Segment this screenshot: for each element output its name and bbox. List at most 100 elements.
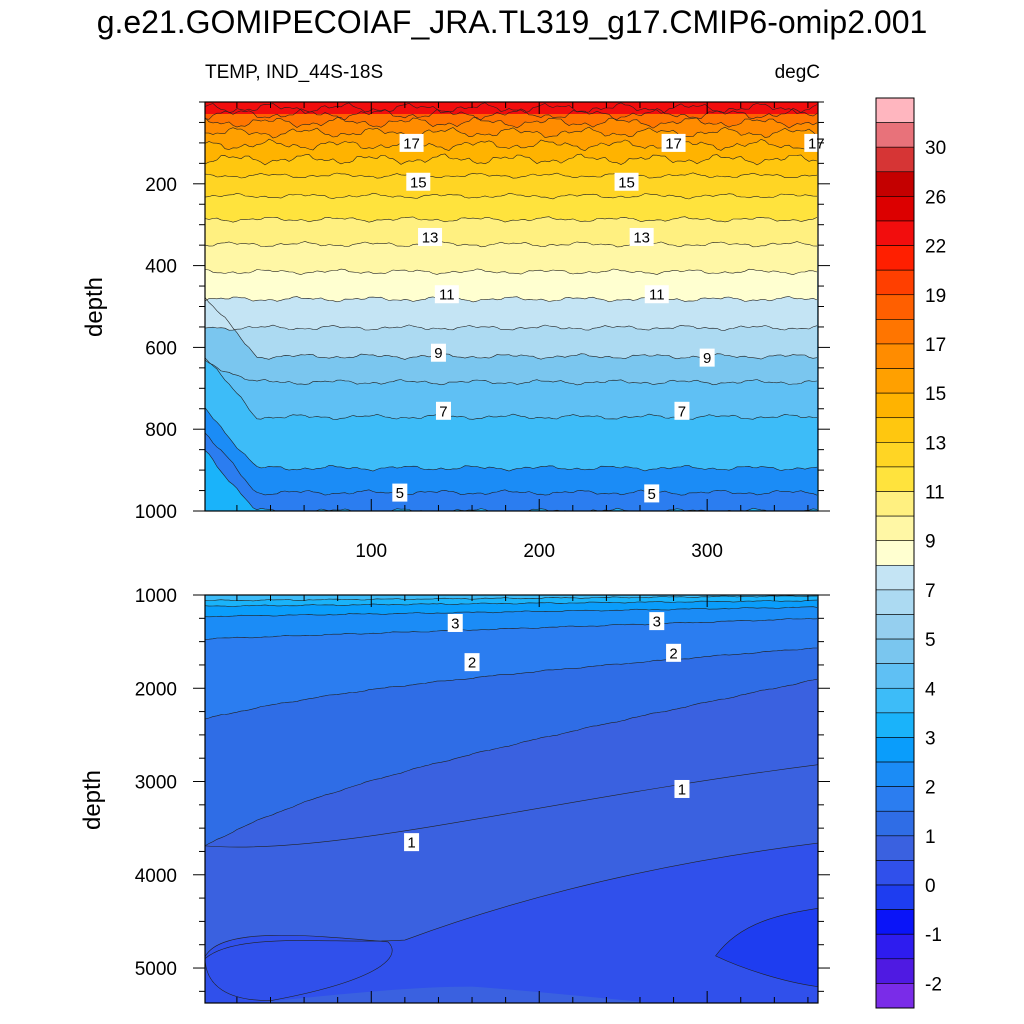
upper-contour-line-11 <box>205 296 818 303</box>
upper-contour-line-7 <box>205 357 818 420</box>
lower-contour-line-4 <box>205 595 818 602</box>
upper-contour-label-2: 17 <box>808 135 825 152</box>
colorbar-box-0 <box>875 97 915 123</box>
upper-contour-label-6-box <box>629 227 654 246</box>
colorbar-box-3 <box>875 171 915 197</box>
upper-contour-label-10: 9 <box>703 350 711 367</box>
upper-y-tick-label-4: 1000 <box>135 502 177 523</box>
colorbar-box-23 <box>875 663 915 689</box>
lower-contour-line-2 <box>205 647 817 720</box>
lower-band-deep-left <box>205 986 818 1003</box>
colorbar-label-13: 2 <box>925 778 936 799</box>
upper-contour-label-4: 15 <box>618 174 635 191</box>
colorbar-box-5 <box>875 220 915 246</box>
colorbar-box-35 <box>875 958 915 984</box>
lower-contour-line-3 <box>205 606 818 618</box>
upper-panel-contour-lines <box>205 102 818 511</box>
upper-contour-line-21 <box>205 108 818 121</box>
upper-contour-label-5: 13 <box>422 229 439 246</box>
colorbar-box-4 <box>875 196 915 222</box>
upper-y-axis-label: depth <box>81 277 108 337</box>
upper-contour-line-16 <box>205 172 818 179</box>
upper-contour-line-19 <box>205 126 818 139</box>
upper-contour-line-5 <box>205 432 818 496</box>
colorbar-box-34 <box>875 933 915 960</box>
colorbar-label-17: -2 <box>925 974 942 995</box>
upper-contour-label-7: 11 <box>439 287 455 304</box>
lower-contour-label-5-box <box>674 779 690 798</box>
colorbar-label-1: 26 <box>925 187 946 208</box>
colorbar-box-2 <box>875 146 915 173</box>
colorbar-label-15: 0 <box>925 876 936 897</box>
colorbar-box-22 <box>875 638 915 664</box>
lower-contour-label-0: 3 <box>451 615 459 632</box>
colorbar-label-4: 17 <box>925 335 946 356</box>
upper-contour-line-6 <box>205 407 818 472</box>
upper-contour-label-3: 15 <box>410 174 427 191</box>
upper-x-tick-label-2: 300 <box>691 541 723 562</box>
upper-contour-label-14-box <box>644 484 660 503</box>
colorbar-label-6: 13 <box>925 433 946 454</box>
lower-contour-line-1.5 <box>205 678 818 847</box>
colorbar-label-3: 19 <box>925 286 946 307</box>
lower-deep-pool-right <box>715 908 818 987</box>
lower-contour-label-3-box <box>666 643 682 662</box>
colorbar-box-28 <box>875 786 915 812</box>
upper-panel-filled-contours <box>205 102 818 511</box>
colorbar-box-30 <box>875 835 915 861</box>
upper-contour-label-14: 5 <box>648 486 656 503</box>
colorbar: 30 26 22 19 17 15 13 11 9 7 5 4 3 2 1 0 -1 -2 <box>875 97 946 1009</box>
colorbar-box-27 <box>875 761 915 787</box>
upper-x-tick-label-1: 200 <box>523 541 555 562</box>
upper-contour-label-0-box <box>399 133 424 152</box>
colorbar-box-10 <box>875 343 915 369</box>
lower-contour-label-1: 3 <box>653 614 661 631</box>
colorbar-frame <box>875 97 915 1009</box>
upper-contour-label-8-box <box>644 285 669 304</box>
colorbar-box-11 <box>875 368 915 394</box>
colorbar-box-25 <box>875 712 915 738</box>
upper-contour-line-15 <box>205 192 818 200</box>
upper-contour-label-8: 11 <box>649 287 665 304</box>
upper-surface-band <box>205 102 818 114</box>
lower-y-tick-label-0: 1000 <box>135 586 177 607</box>
colorbar-box-21 <box>875 614 915 640</box>
lower-contour-label-4: 1 <box>407 835 415 852</box>
upper-contour-line-18 <box>205 138 818 152</box>
upper-contour-label-9-box <box>430 343 446 362</box>
upper-y-tick-label-1: 400 <box>145 257 177 278</box>
upper-y-tick-label-3: 800 <box>145 420 177 441</box>
colorbar-box-8 <box>875 294 915 320</box>
colorbar-label-0: 30 <box>925 138 946 159</box>
lower-contour-line-deep-3 <box>715 908 818 987</box>
colorbar-label-5: 15 <box>925 384 946 405</box>
colorbar-label-11: 4 <box>925 679 936 700</box>
upper-contour-line-17 <box>205 153 818 166</box>
upper-contour-label-13: 5 <box>396 485 404 502</box>
lower-deep-pool-left <box>205 935 393 1001</box>
upper-x-tick-label-0: 100 <box>355 541 387 562</box>
upper-contour-label-9: 9 <box>434 345 442 362</box>
variable-region-label: TEMP, IND_44S-18S <box>205 62 384 83</box>
colorbar-box-13 <box>875 417 915 443</box>
lower-y-axis-label: depth <box>79 770 106 830</box>
lower-contour-line-3.5 <box>205 599 818 607</box>
lower-contour-label-3: 2 <box>669 645 677 662</box>
upper-contour-label-1: 17 <box>665 135 682 152</box>
colorbar-box-9 <box>875 319 915 345</box>
colorbar-label-8: 9 <box>925 532 936 553</box>
upper-contour-label-11-box <box>435 401 451 420</box>
upper-contour-label-1-box <box>661 133 686 152</box>
colorbar-box-17 <box>875 515 915 542</box>
upper-contour-label-5-box <box>418 227 443 246</box>
colorbar-box-18 <box>875 540 915 566</box>
upper-contour-label-13-box <box>392 483 408 502</box>
colorbar-box-33 <box>875 909 915 935</box>
colorbar-box-31 <box>875 860 915 886</box>
upper-contour-label-2-box <box>804 133 829 152</box>
upper-contour-line-9 <box>205 297 818 360</box>
colorbar-box-26 <box>875 737 915 763</box>
colorbar-box-36 <box>875 983 915 1009</box>
